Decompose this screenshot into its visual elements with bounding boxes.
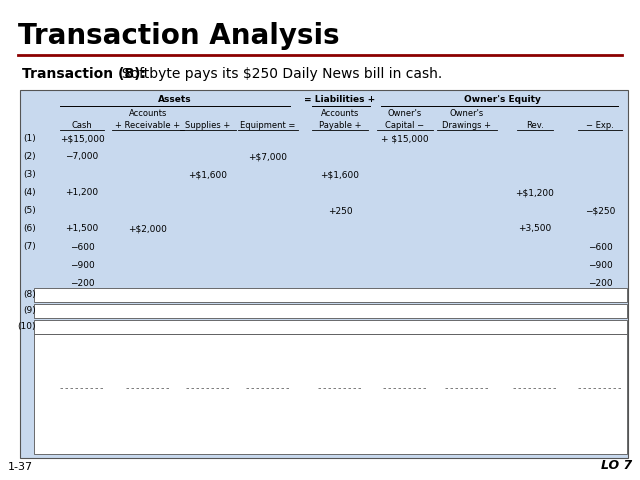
Text: −$250: −$250 (585, 206, 615, 216)
Text: Cash: Cash (72, 120, 92, 130)
Text: = Liabilities +: = Liabilities + (305, 96, 376, 105)
Text: (1): (1) (23, 134, 36, 144)
Text: −600: −600 (588, 242, 612, 252)
Text: +$2,000: +$2,000 (129, 225, 168, 233)
Text: Transaction Analysis: Transaction Analysis (18, 22, 340, 50)
Text: Transaction (8):: Transaction (8): (22, 67, 146, 81)
Text: Assets: Assets (158, 96, 192, 105)
Text: +$1,600: +$1,600 (189, 170, 227, 180)
Text: Supplies +: Supplies + (186, 120, 230, 130)
Bar (34, 288, 627, 302)
Text: Owner's Equity: Owner's Equity (464, 96, 541, 105)
Text: (7): (7) (23, 242, 36, 252)
Text: (10): (10) (17, 322, 36, 331)
Text: + Receivable +: + Receivable + (115, 120, 180, 130)
Text: (2): (2) (24, 153, 36, 161)
Bar (34, 304, 627, 318)
Text: +$15,000: +$15,000 (60, 134, 104, 144)
Text: (5): (5) (23, 206, 36, 216)
Text: +$7,000: +$7,000 (248, 153, 287, 161)
Text: (6): (6) (23, 225, 36, 233)
Text: (8): (8) (23, 290, 36, 299)
Text: (4): (4) (24, 189, 36, 197)
Text: Equipment =: Equipment = (240, 120, 296, 130)
Text: −900: −900 (588, 261, 612, 269)
Text: Drawings +: Drawings + (442, 120, 492, 130)
Text: +$1,600: +$1,600 (321, 170, 360, 180)
Text: (9): (9) (23, 306, 36, 315)
Text: −200: −200 (588, 278, 612, 288)
Bar (34, 320, 627, 334)
Text: −900: −900 (70, 261, 94, 269)
Bar (34, 334, 627, 454)
Bar (20, 90, 628, 458)
Text: −7,000: −7,000 (65, 153, 99, 161)
Text: +250: +250 (328, 206, 352, 216)
Text: Owner's: Owner's (388, 109, 422, 119)
Text: 1-37: 1-37 (8, 462, 33, 472)
Text: +$1,200: +$1,200 (516, 189, 554, 197)
Text: −200: −200 (70, 278, 94, 288)
Text: Softbyte pays its $250 Daily News bill in cash.: Softbyte pays its $250 Daily News bill i… (113, 67, 442, 81)
Text: −600: −600 (70, 242, 94, 252)
Text: Payable +: Payable + (319, 120, 361, 130)
Text: (3): (3) (23, 170, 36, 180)
Text: +1,500: +1,500 (65, 225, 99, 233)
Text: Accounts: Accounts (129, 109, 167, 119)
Text: +1,200: +1,200 (65, 189, 99, 197)
Text: + $15,000: + $15,000 (381, 134, 429, 144)
Text: Accounts: Accounts (321, 109, 359, 119)
Text: − Exp.: − Exp. (586, 120, 614, 130)
Text: +3,500: +3,500 (518, 225, 552, 233)
Text: Rev.: Rev. (526, 120, 544, 130)
Text: Capital −: Capital − (385, 120, 424, 130)
Text: Owner's: Owner's (450, 109, 484, 119)
Text: LO 7: LO 7 (601, 459, 632, 472)
